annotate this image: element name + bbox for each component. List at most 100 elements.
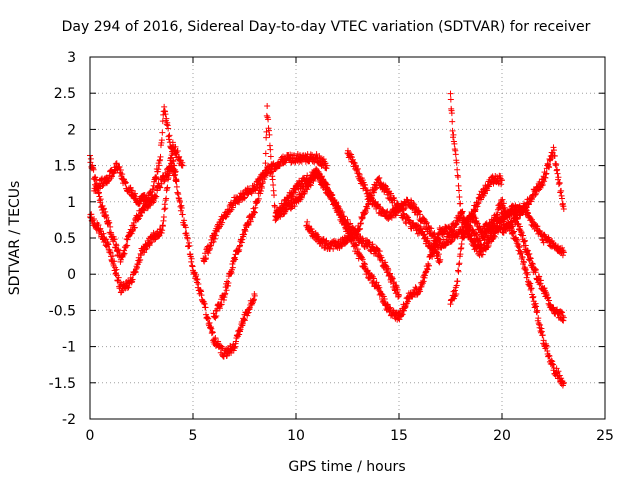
data-point-series-11 (509, 203, 516, 210)
data-point-series-5 (271, 192, 278, 199)
data-point-series-12 (560, 249, 567, 256)
data-point-series-7 (359, 214, 366, 221)
data-point-series-5 (259, 179, 266, 186)
data-point-series-8 (384, 208, 391, 215)
data-point-series-2 (159, 222, 166, 229)
data-point-series-6 (424, 266, 431, 273)
data-point-series-10 (539, 332, 546, 339)
data-point-series-1 (124, 242, 131, 249)
scatter-points (87, 90, 567, 389)
data-point-series-10 (457, 251, 464, 258)
data-point-series-9 (556, 180, 563, 187)
data-point-series-1 (90, 166, 97, 173)
data-point-series-7 (357, 220, 364, 227)
data-point-series-9 (447, 90, 454, 97)
data-point-series-10 (466, 222, 473, 229)
y-tick-label: 2.5 (54, 86, 76, 102)
x-axis-title: GPS time / hours (288, 459, 405, 475)
data-point-series-5 (245, 221, 252, 228)
data-point-series-5 (229, 264, 236, 271)
data-point-series-11 (533, 266, 540, 273)
data-point-series-1 (212, 335, 219, 342)
data-point-series-3 (169, 150, 176, 157)
data-point-series-1 (106, 219, 113, 226)
data-point-series-2 (105, 241, 112, 248)
data-point-series-7 (391, 197, 398, 204)
data-point-series-7 (424, 235, 431, 242)
data-point-series-9 (539, 181, 546, 188)
data-point-series-9 (455, 187, 462, 194)
data-point-series-7 (414, 230, 421, 237)
data-point-series-1 (131, 224, 138, 231)
data-point-series-2 (174, 147, 181, 154)
data-point-series-1 (218, 343, 225, 350)
x-tick-label: 5 (189, 428, 198, 444)
data-point-series-11 (520, 232, 527, 239)
data-point-series-5 (385, 266, 392, 273)
data-point-series-4 (212, 232, 219, 239)
data-point-series-9 (484, 244, 491, 251)
data-point-series-9 (551, 153, 558, 160)
data-point-series-11 (526, 250, 533, 257)
data-point-series-6 (364, 267, 371, 274)
data-point-series-9 (447, 96, 454, 103)
data-point-series-9 (450, 131, 457, 138)
data-point-series-8 (428, 225, 435, 232)
data-point-series-5 (270, 182, 277, 189)
data-point-series-10 (471, 213, 478, 220)
data-point-series-2 (91, 216, 98, 223)
data-point-series-4 (210, 238, 217, 245)
data-point-series-10 (500, 200, 507, 207)
data-point-series-9 (448, 110, 455, 117)
data-point-series-3 (117, 167, 124, 174)
data-point-series-3 (132, 193, 139, 200)
data-point-series-9 (452, 151, 459, 158)
data-point-series-10 (534, 307, 541, 314)
data-point-series-2 (176, 153, 183, 160)
data-point-series-10 (516, 244, 523, 251)
data-point-series-4 (236, 199, 243, 206)
data-point-series-9 (453, 159, 460, 166)
data-point-series-2 (88, 211, 95, 218)
data-point-series-11 (529, 260, 536, 267)
data-point-series-3 (159, 129, 166, 136)
data-point-series-1 (121, 250, 128, 257)
data-point-series-1 (224, 352, 231, 359)
data-point-series-2 (163, 195, 170, 202)
data-point-series-9 (525, 201, 532, 208)
data-point-series-1 (177, 207, 184, 214)
data-point-series-10 (524, 271, 531, 278)
data-point-series-5 (232, 256, 239, 263)
data-point-series-7 (349, 234, 356, 240)
data-point-series-6 (298, 194, 305, 201)
data-point-series-5 (252, 204, 259, 211)
data-point-series-5 (271, 203, 278, 210)
data-point-series-1 (100, 205, 107, 212)
data-point-series-8 (392, 212, 399, 219)
data-point-series-9 (454, 166, 461, 173)
data-point-series-7 (330, 245, 337, 252)
data-point-series-12 (512, 219, 519, 226)
data-point-series-2 (165, 174, 172, 181)
y-tick-label: -1 (62, 340, 76, 356)
data-point-series-5 (387, 270, 394, 277)
data-point-series-6 (318, 173, 325, 180)
data-point-series-5 (223, 287, 230, 294)
data-point-series-10 (454, 278, 461, 285)
data-point-series-8 (423, 219, 430, 226)
data-point-series-6 (353, 242, 360, 249)
data-point-series-4 (213, 228, 220, 235)
data-point-series-5 (265, 116, 272, 123)
data-point-series-5 (242, 228, 249, 235)
data-point-series-10 (560, 379, 567, 386)
data-point-series-1 (202, 304, 209, 311)
data-point-series-9 (485, 242, 492, 249)
data-point-series-7 (370, 189, 377, 196)
data-point-series-5 (225, 279, 232, 286)
data-point-series-8 (348, 151, 355, 158)
data-point-series-9 (541, 178, 548, 185)
x-tick-label: 25 (596, 428, 614, 444)
y-tick-label: 3 (67, 50, 76, 66)
data-point-series-6 (473, 231, 480, 238)
data-point-series-1 (186, 242, 193, 249)
